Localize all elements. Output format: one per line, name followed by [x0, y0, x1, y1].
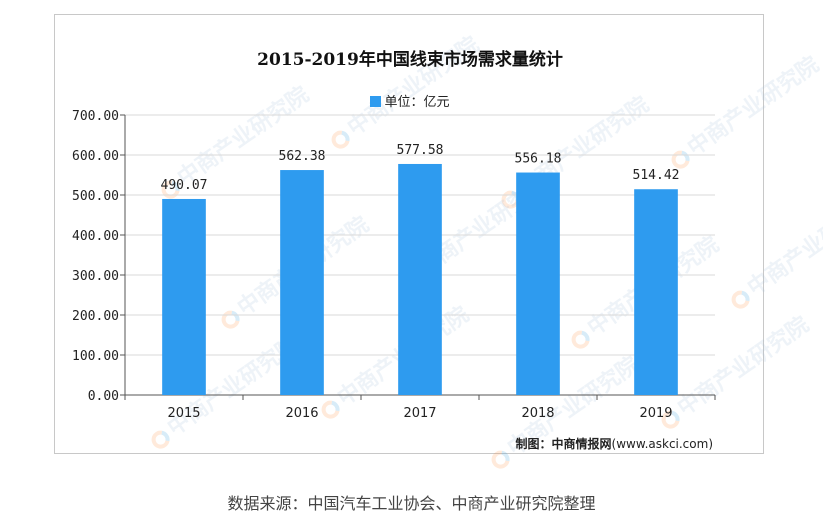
y-tick-label: 200.00	[72, 309, 119, 324]
legend: 单位：亿元	[55, 91, 765, 110]
y-tick-label: 400.00	[72, 229, 119, 244]
x-tick-label-2017: 2017	[403, 406, 436, 421]
bar-2018	[516, 172, 560, 395]
y-tick-label: 500.00	[72, 189, 119, 204]
x-tick-label-2015: 2015	[167, 406, 200, 421]
x-tick-label-2016: 2016	[285, 406, 318, 421]
bar-2019	[634, 189, 678, 395]
data-label-2016: 562.38	[279, 149, 326, 164]
y-tick-label: 0.00	[88, 389, 119, 404]
chart-frame: 中商产业研究院 中商产业研究院 中商产业研究院 中商产业研究院 中商产业研究院 中商产业研…	[54, 14, 823, 473]
y-tick-label: 700.00	[72, 109, 119, 124]
bar-2015	[162, 198, 206, 395]
bar-2017	[398, 163, 442, 395]
y-tick-label: 300.00	[72, 269, 119, 284]
data-label-2017: 577.58	[397, 143, 444, 158]
x-tick-label-2018: 2018	[521, 406, 554, 421]
legend-label: 单位：亿元	[384, 95, 450, 110]
data-label-2015: 490.07	[161, 178, 208, 193]
credit-suffix: (www.askci.com)	[611, 437, 713, 451]
bar-chart: 0.00 100.00 200.00 300.00 400.00 500.00 600.00…	[72, 109, 716, 421]
y-tick-label: 100.00	[72, 349, 119, 364]
credit-prefix: 制图：中商情报网	[515, 437, 612, 451]
legend-swatch	[370, 96, 382, 107]
chart-credit: 制图：中商情报网(www.askci.com)	[516, 435, 713, 452]
y-tick-label: 600.00	[72, 149, 119, 164]
bar-2016	[280, 170, 324, 395]
data-label-2019: 514.42	[633, 168, 680, 183]
chart-title: 2015-2019年中国线束市场需求量统计	[257, 50, 563, 70]
data-label-2018: 556.18	[515, 152, 562, 167]
x-tick-label-2019: 2019	[639, 406, 672, 421]
data-source-note: 数据来源：中国汽车工业协会、中商产业研究院整理	[227, 494, 596, 513]
